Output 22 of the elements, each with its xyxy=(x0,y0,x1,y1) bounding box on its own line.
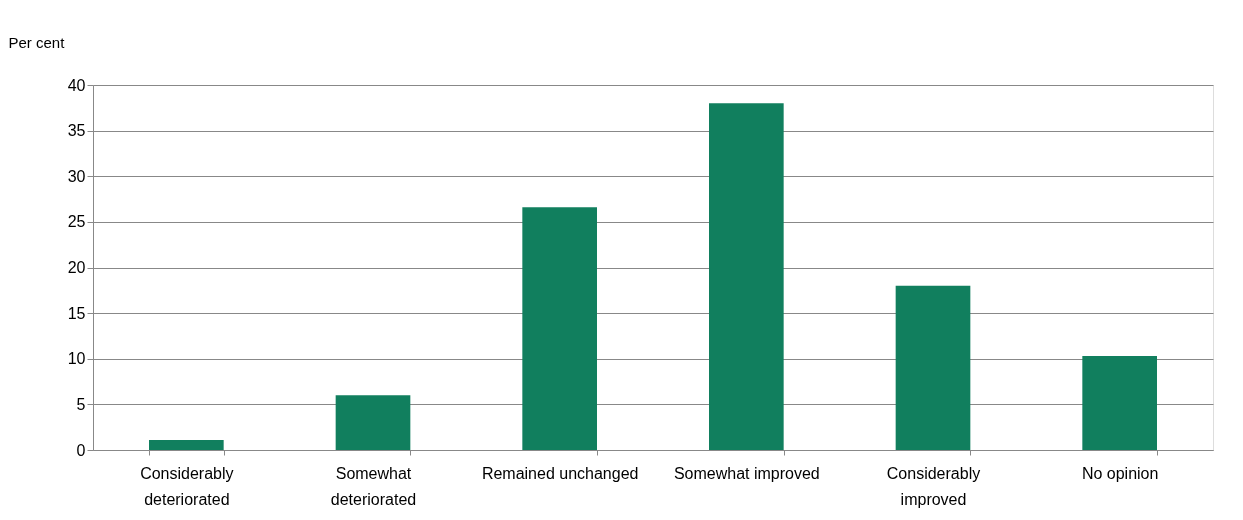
x-tick-label: Remained unchanged xyxy=(481,464,639,482)
bar xyxy=(709,103,784,450)
y-tick-label: 0 xyxy=(76,441,86,459)
bar xyxy=(895,285,971,450)
bar xyxy=(149,439,224,450)
x-tick-label: No opinion xyxy=(1081,464,1159,482)
y-tick-label: 10 xyxy=(67,350,86,368)
y-tick-label: 5 xyxy=(76,395,86,413)
y-tick-label: 25 xyxy=(67,213,86,231)
x-tick-label: Considerably improved xyxy=(886,464,981,508)
y-tick-label: 20 xyxy=(67,259,86,276)
x-tick-label: Somewhat deteriorated xyxy=(330,464,417,508)
bar xyxy=(1082,356,1157,450)
x-tick-label: Somewhat improved xyxy=(673,464,820,482)
y-tick-label: 40 xyxy=(67,76,86,94)
bar xyxy=(335,395,411,450)
x-tick-label: Considerably deteriorated xyxy=(140,464,234,508)
y-tick-label: 30 xyxy=(67,167,86,185)
y-tick-label: 35 xyxy=(67,122,86,140)
y-tick-label: 15 xyxy=(67,304,86,322)
bar xyxy=(522,207,597,450)
y-axis-title: Per cent xyxy=(8,33,66,51)
